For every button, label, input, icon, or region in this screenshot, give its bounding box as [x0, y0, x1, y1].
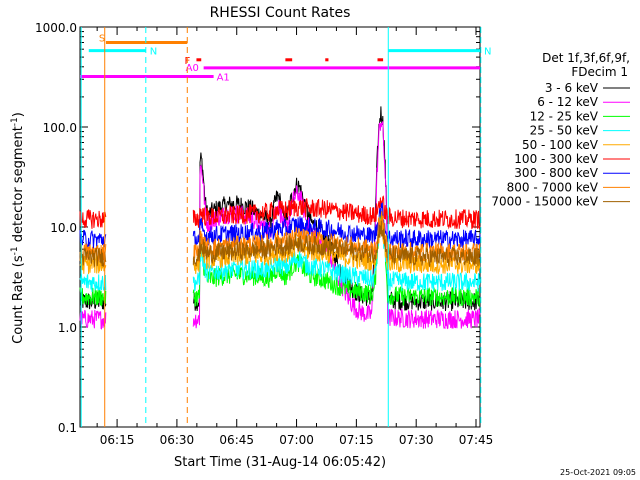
y-tick-label: 1.0 [58, 321, 77, 335]
series-line-2 [79, 287, 107, 307]
flag-label: N [150, 47, 157, 58]
y-axis-label-part: ) [11, 112, 26, 117]
series-line-6 [192, 202, 481, 251]
legend-header-line: Det 1f,3f,6f,9f, [542, 51, 630, 65]
series-line-1 [79, 309, 107, 330]
x-tick-label: 07:45 [459, 433, 494, 447]
legend-label: 12 - 25 keV [530, 109, 599, 123]
series-line-5 [192, 195, 481, 230]
legend-label: 6 - 12 keV [537, 95, 599, 109]
legend-header-line: FDecim 1 [571, 65, 628, 79]
y-axis-label-part: detector segment [11, 126, 26, 246]
x-tick-label: 06:15 [100, 433, 135, 447]
vline-layer [80, 27, 482, 427]
flag-label: A0 [186, 63, 199, 74]
series-line-5 [79, 209, 107, 229]
flag-label: N [484, 47, 491, 58]
y-tick-label: 1000.0 [35, 21, 77, 35]
data-layer [79, 106, 481, 330]
y-tick-label: 0.1 [58, 421, 77, 435]
legend-label: 25 - 50 keV [530, 124, 599, 138]
legend-label: 300 - 800 keV [514, 166, 598, 180]
legend-label: 100 - 300 keV [514, 152, 598, 166]
y-tick-label: 10.0 [50, 221, 77, 235]
chart-title: RHESSI Count Rates [210, 5, 351, 21]
y-axis-label-exp: -1 [10, 246, 20, 255]
x-tick-label: 07:30 [399, 433, 434, 447]
y-axis-label: Count Rate (s-1 detector segment-1) [10, 112, 26, 344]
legend-label: 7000 - 15000 keV [491, 195, 598, 209]
x-tick-label: 07:15 [339, 433, 374, 447]
y-axis-label-exp: -1 [10, 117, 20, 126]
y-axis-label-part: Count Rate (s [11, 255, 26, 344]
legend-label: 50 - 100 keV [522, 138, 599, 152]
legend-label: 3 - 6 keV [545, 81, 599, 95]
flag-label: A1 [217, 72, 230, 83]
series-line-8 [192, 220, 481, 267]
x-tick-label: 06:45 [219, 433, 254, 447]
x-tick-label: 06:30 [160, 433, 195, 447]
y-axis-ticks: 0.1 1.0 10.0 100.0 1000.0 [35, 21, 480, 435]
series-line-3 [79, 273, 107, 292]
flag-layer: SNNA0A1F [80, 33, 491, 83]
series-line-8 [79, 247, 107, 267]
footer-date: 25-Oct-2021 09:05 [560, 468, 636, 477]
x-axis-ticks: 06:15 06:30 06:45 07:00 07:15 07:30 07:45 [96, 27, 494, 447]
x-axis-label: Start Time (31-Aug-14 06:05:42) [174, 455, 386, 470]
series-line-3 [192, 217, 481, 292]
legend-label: 800 - 7000 keV [507, 180, 599, 194]
flag-label: S [99, 33, 105, 44]
y-tick-label: 100.0 [43, 121, 77, 135]
x-tick-label: 07:00 [279, 433, 314, 447]
series-line-6 [79, 229, 107, 249]
